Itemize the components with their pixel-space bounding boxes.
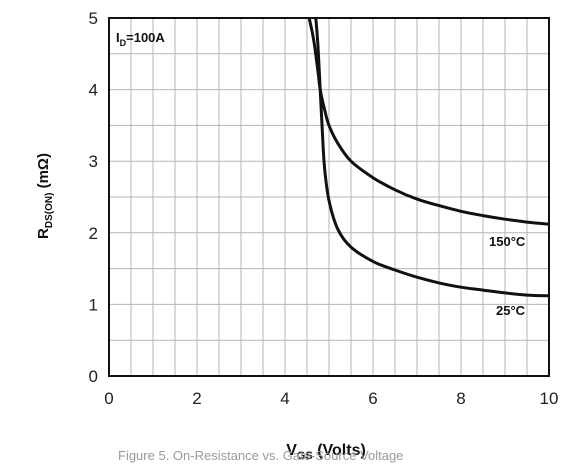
series-label-25c: 25°C	[496, 303, 526, 318]
y-tick-label: 5	[89, 9, 98, 28]
condition-label: ID=100A	[116, 30, 165, 48]
y-tick-label: 4	[89, 81, 98, 100]
x-tick-label: 6	[368, 389, 377, 408]
y-tick-label: 3	[89, 152, 98, 171]
y-axis-title: RDS(ON) (mΩ)	[35, 153, 55, 239]
grid	[109, 18, 549, 376]
series-line-0	[307, 17, 550, 226]
series-line-1	[314, 17, 550, 298]
x-tick-label: 4	[280, 389, 289, 408]
y-tick-label: 0	[89, 367, 98, 386]
x-tick-label: 0	[104, 389, 113, 408]
x-tick-label: 8	[456, 389, 465, 408]
y-tick-label: 2	[89, 224, 98, 243]
plot-frame	[108, 17, 550, 377]
y-tick-label: 1	[89, 295, 98, 314]
tick-labels: 0 2 4 6 8 10 0 1 2 3 4 5	[89, 9, 559, 408]
series-group	[307, 17, 550, 298]
x-tick-label: 10	[540, 389, 559, 408]
x-axis-title: VGS (Volts)	[286, 442, 366, 462]
x-tick-label: 2	[192, 389, 201, 408]
figure-caption-fragment: Figure 5. On-Resistance vs. Gate-Source …	[118, 448, 404, 463]
series-label-150c: 150°C	[489, 234, 526, 249]
